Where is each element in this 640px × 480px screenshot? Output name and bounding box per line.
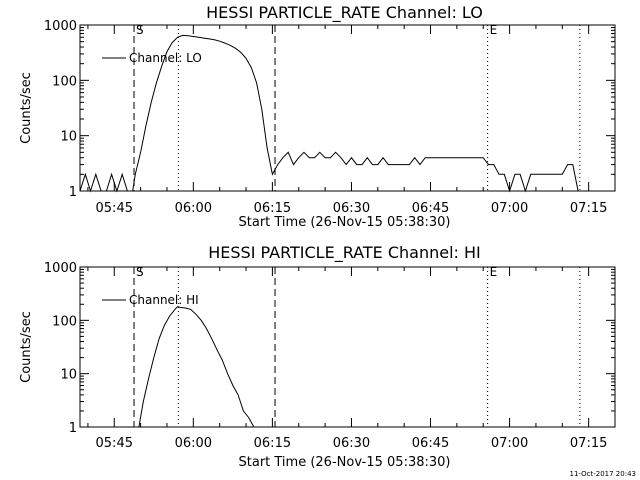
time-marker-label: E [490, 265, 498, 279]
x-tick-label: 06:30 [333, 436, 370, 451]
chart-title: HESSI PARTICLE_RATE Channel: HI [208, 243, 481, 263]
x-tick-label: 06:45 [412, 436, 449, 451]
x-tick-label: 06:15 [254, 201, 291, 216]
x-tick-label: 06:45 [412, 201, 449, 216]
chart-panel-2: HESSI PARTICLE_RATE Channel: HI 1 10 100 100… [19, 243, 616, 470]
plot-frame [79, 24, 616, 192]
y-axis-label: Counts/sec [19, 72, 34, 144]
x-tick-label: 07:00 [491, 201, 528, 216]
y-tick-label: 100 [52, 314, 77, 329]
y-tick-label: 100 [52, 74, 77, 89]
x-tick-label: 07:00 [491, 436, 528, 451]
y-tick-label: 1000 [44, 261, 77, 276]
y-tick-label: 1 [69, 421, 77, 436]
chart-title: HESSI PARTICLE_RATE Channel: LO [206, 3, 483, 23]
series-line [79, 34, 579, 193]
y-tick-label: 1000 [44, 19, 77, 34]
x-tick-label: 06:30 [333, 201, 370, 216]
footer-date: 11-Oct-2017 20:43 [569, 470, 636, 478]
time-marker-label: S [136, 265, 144, 279]
legend-label: Channel: HI [129, 293, 199, 307]
y-axis-label: Counts/sec [19, 311, 34, 383]
chart-panel-1: HESSI PARTICLE_RATE Channel: LO 1 10 100 100… [19, 3, 616, 230]
legend-label: Channel: LO [129, 51, 202, 65]
y-tick-label: 10 [60, 130, 77, 145]
x-tick-label: 07:15 [570, 436, 607, 451]
series-line [138, 306, 255, 428]
time-marker-label: S [136, 23, 144, 37]
x-tick-label: 06:00 [175, 201, 212, 216]
y-tick-label: 10 [60, 368, 77, 383]
x-tick-label: 05:45 [96, 436, 133, 451]
time-marker-label: E [490, 23, 498, 37]
y-tick-label: 1 [69, 185, 77, 200]
x-tick-label: 06:15 [254, 436, 291, 451]
x-tick-label: 06:00 [175, 436, 212, 451]
x-axis-label: Start Time (26-Nov-15 05:38:30) [239, 215, 451, 230]
x-tick-label: 07:15 [570, 201, 607, 216]
plot-frame [79, 266, 616, 428]
x-axis-label: Start Time (26-Nov-15 05:38:30) [239, 455, 451, 470]
x-tick-label: 05:45 [96, 201, 133, 216]
